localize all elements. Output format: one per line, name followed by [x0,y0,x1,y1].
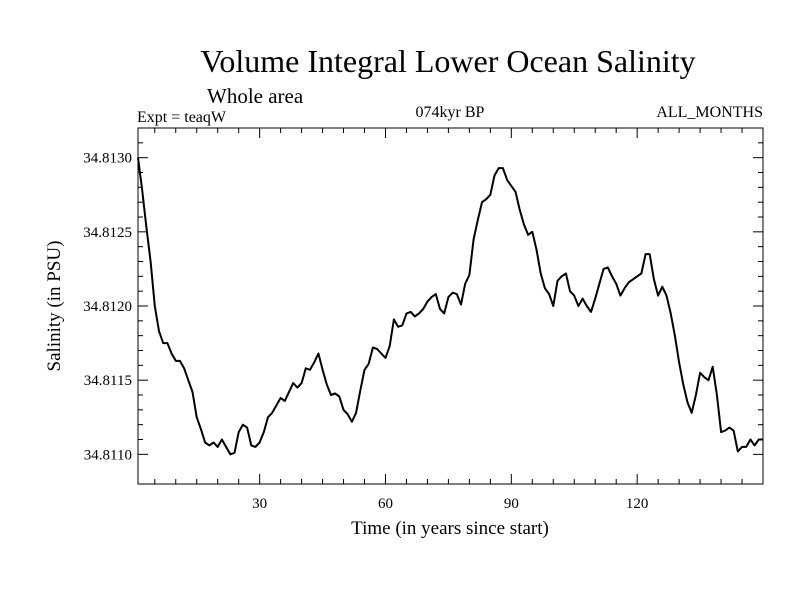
experiment-label: Expt = teaqW [137,109,227,126]
x-tick-label: 120 [626,496,649,512]
months-label: ALL_MONTHS [656,104,763,121]
y-tick-label: 34.8120 [83,299,132,315]
x-tick-label: 30 [252,496,267,512]
salinity-series-line [137,157,763,456]
x-tick-label: 60 [378,496,393,512]
x-axis-label: Time (in years since start) [351,518,549,539]
y-tick-label: 34.8130 [83,151,132,167]
x-axis-ticks: 30 60 90 120 [154,128,743,512]
y-tick-label: 34.8115 [84,373,132,389]
y-axis-label: Salinity (in PSU) [44,241,65,372]
plot-frame [137,127,764,485]
y-tick-label: 34.8110 [84,447,132,463]
y-tick-label: 34.8125 [83,225,132,241]
chart-title: Volume Integral Lower Ocean Salinity [200,43,695,79]
y-axis-ticks: 34.8110 34.8115 34.8120 34.8125 34.8130 [83,127,763,463]
period-label: 074kyr BP [416,104,485,121]
chart-subtitle: Whole area [207,84,304,108]
x-tick-label: 90 [504,496,519,512]
